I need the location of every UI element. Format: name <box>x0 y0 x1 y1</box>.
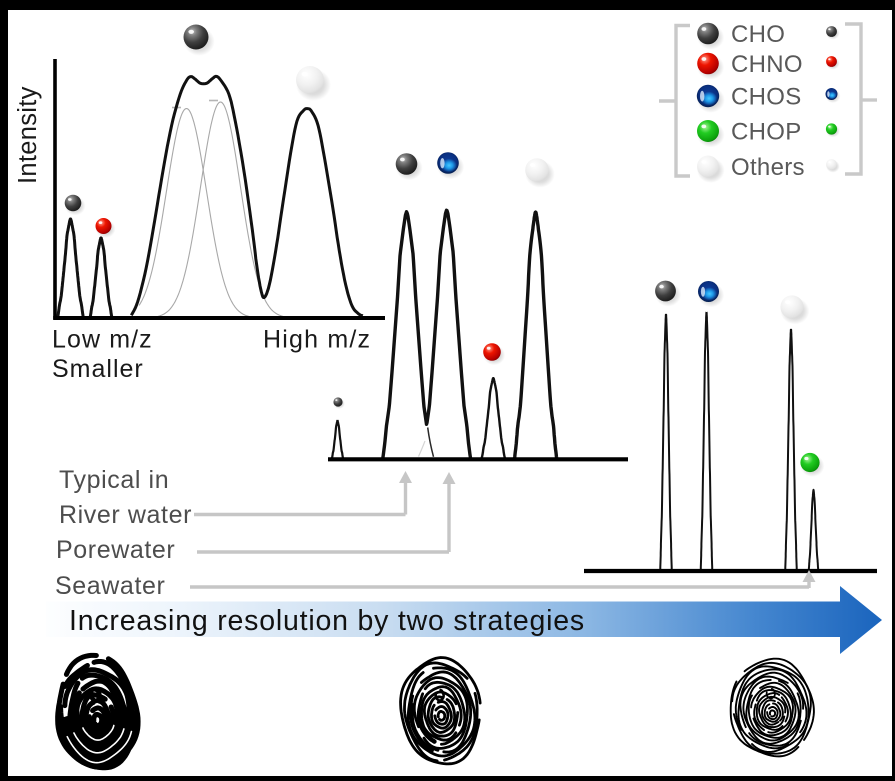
svg-text:River water: River water <box>59 501 192 529</box>
svg-text:Low m/z: Low m/z <box>52 326 153 354</box>
svg-text:Seawater: Seawater <box>55 572 165 600</box>
svg-text:Increasing resolution by two s: Increasing resolution by two strategies <box>69 605 585 637</box>
svg-text:Others: Others <box>731 154 805 181</box>
svg-text:High m/z: High m/z <box>263 326 371 354</box>
svg-text:CHO: CHO <box>731 21 785 48</box>
svg-text:Porewater: Porewater <box>56 536 175 564</box>
svg-text:Typical in: Typical in <box>59 466 169 494</box>
svg-text:CHOP: CHOP <box>731 119 802 146</box>
svg-text:CHOS: CHOS <box>731 84 802 111</box>
svg-text:CHNO: CHNO <box>731 51 803 78</box>
svg-text:Intensity: Intensity <box>14 86 42 184</box>
svg-text:Smaller: Smaller <box>52 355 144 383</box>
